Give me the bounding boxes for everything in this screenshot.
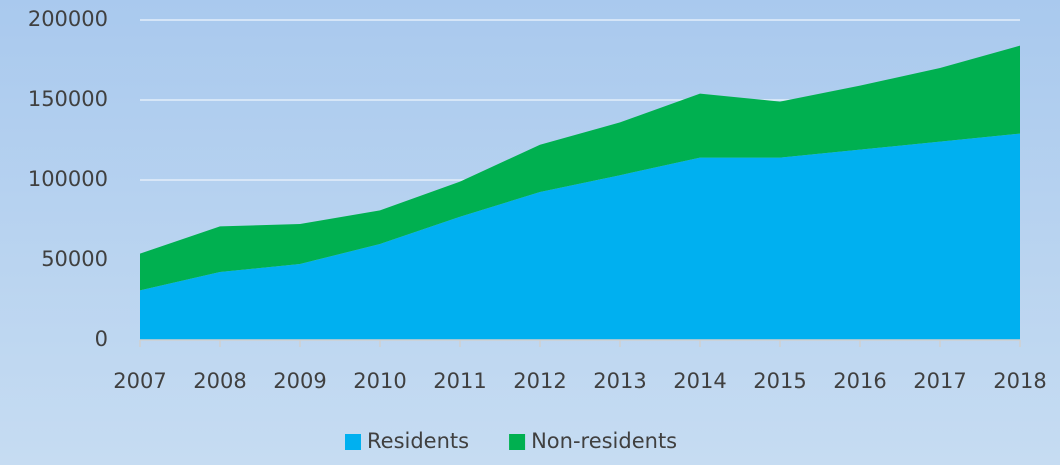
area	[140, 133, 1020, 340]
x-tick-label: 2010	[353, 369, 406, 393]
x-tick-label: 2007	[113, 369, 166, 393]
x-tick-label: 2008	[193, 369, 246, 393]
y-tick-label: 150000	[28, 87, 108, 111]
y-tick-label: 100000	[28, 167, 108, 191]
legend-swatch	[509, 434, 526, 450]
x-tick-label: 2011	[433, 369, 486, 393]
x-tick-label: 2015	[753, 369, 806, 393]
x-tick-label: 2012	[513, 369, 566, 393]
legend-swatch	[345, 434, 361, 450]
area	[140, 45, 1020, 291]
y-tick-label: 0	[95, 327, 108, 351]
x-tick-label: 2013	[593, 369, 646, 393]
x-tick-label: 2014	[673, 369, 726, 393]
x-tick-label: 2017	[913, 369, 966, 393]
y-tick-label: 50000	[41, 247, 108, 271]
y-tick-label: 200000	[28, 7, 108, 31]
legend-label: Non-residents	[531, 429, 677, 453]
legend-label: Residents	[367, 429, 469, 453]
x-tick-label: 2018	[993, 369, 1046, 393]
x-tick-label: 2016	[833, 369, 886, 393]
x-tick-label: 2009	[273, 369, 326, 393]
